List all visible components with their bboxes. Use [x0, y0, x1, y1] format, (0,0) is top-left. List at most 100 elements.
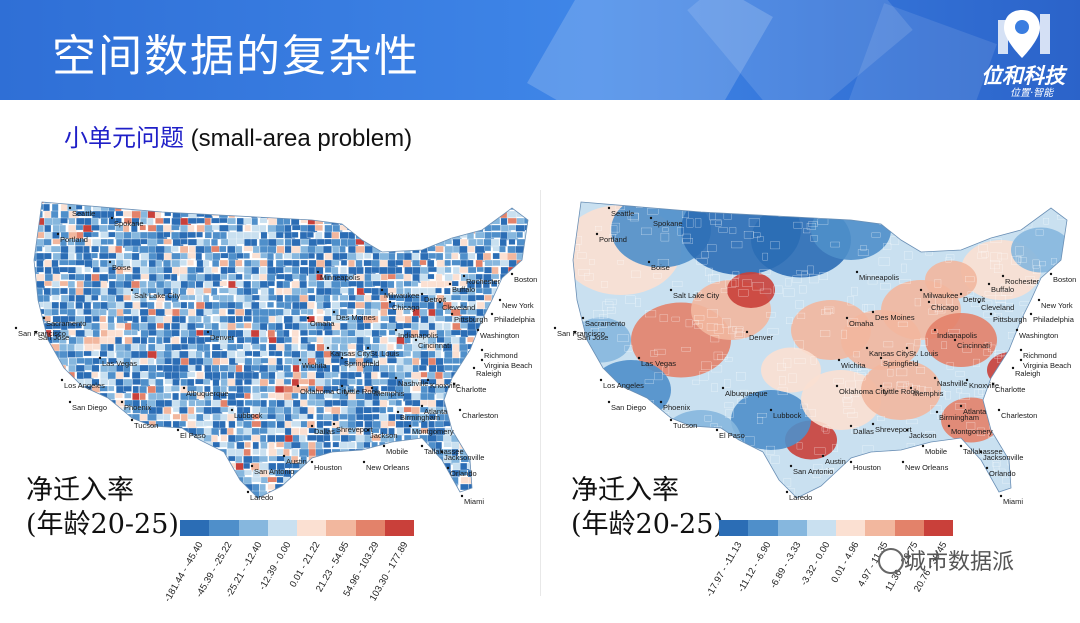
city-label: Albuquerque	[725, 389, 768, 398]
city-label: Jackson	[370, 431, 398, 440]
city-label: Des Moines	[875, 313, 915, 322]
legend-swatch	[719, 520, 748, 536]
slide-header: 空间数据的复杂性 位和科技 位置·智能	[0, 0, 1080, 100]
city-label: Phoenix	[663, 403, 690, 412]
city-label: Jacksonville	[444, 453, 484, 462]
city-label: Sacramento	[46, 319, 86, 328]
city-label: San Antonio	[793, 467, 833, 476]
city-label: Indianapolis	[937, 331, 977, 340]
city-label: Cincinnati	[418, 341, 451, 350]
city-label: Rochester	[1005, 277, 1040, 286]
city-label: Salt Lake City	[134, 291, 181, 300]
city-label: San Jose	[577, 333, 608, 342]
city-label: Nashville	[937, 379, 967, 388]
city-label: Pittsburgh	[993, 315, 1027, 324]
city-label: Lubbock	[773, 411, 802, 420]
city-label: Charlotte	[995, 385, 1025, 394]
city-label: San Diego	[72, 403, 107, 412]
city-label: Atlanta	[963, 407, 987, 416]
city-label: Little Rock	[344, 387, 379, 396]
city-label: Oklahoma City	[839, 387, 888, 396]
city-label: Chicago	[392, 303, 420, 312]
city-label: Charlotte	[456, 385, 486, 394]
city-label: El Paso	[719, 431, 745, 440]
slide-subtitle: 小单元问题 (small-area problem)	[64, 118, 412, 153]
city-label: Philadelphia	[494, 315, 536, 324]
city-label: Springfield	[883, 359, 918, 368]
city-label: Raleigh	[476, 369, 501, 378]
city-label: Milwaukee	[923, 291, 958, 300]
city-label: Dallas	[853, 427, 874, 436]
city-label: Cleveland	[442, 303, 475, 312]
city-label: Oklahoma City	[300, 387, 349, 396]
legend-swatch	[895, 520, 924, 536]
legend-swatch	[326, 520, 355, 536]
city-label: Omaha	[849, 319, 874, 328]
legend-class-label: -17.97 - -11.13	[690, 540, 745, 623]
city-label: Mobile	[386, 447, 408, 456]
city-label: Rochester	[466, 277, 501, 286]
city-label: Des Moines	[336, 313, 376, 322]
city-label: Denver	[749, 333, 774, 342]
city-label: Austin	[825, 457, 846, 466]
legend-swatch	[180, 520, 209, 536]
legend-swatch	[268, 520, 297, 536]
city-label: Houston	[314, 463, 342, 472]
city-label: Jackson	[909, 431, 937, 440]
city-label: Kansas City	[869, 349, 909, 358]
city-label: Portland	[60, 235, 88, 244]
city-label: Boise	[651, 263, 670, 272]
city-label: Seattle	[611, 209, 634, 218]
county-polygons	[12, 190, 538, 510]
city-label: Wichita	[841, 361, 866, 370]
city-label: Spokane	[653, 219, 683, 228]
city-label: Little Rock	[883, 387, 918, 396]
city-label: Cleveland	[981, 303, 1014, 312]
legend-swatch	[924, 520, 953, 536]
city-label: Boston	[1053, 275, 1076, 284]
city-label: Portland	[599, 235, 627, 244]
city-label: Spokane	[114, 219, 144, 228]
logo-slogan: 位置·智能	[1010, 84, 1080, 99]
legend-color-bar-left	[180, 520, 414, 536]
city-label: San Diego	[611, 403, 646, 412]
city-label: Raleigh	[1015, 369, 1040, 378]
city-label: Buffalo	[452, 285, 475, 294]
city-label: Salt Lake City	[673, 291, 720, 300]
city-label: Washington	[480, 331, 519, 340]
legend-swatch	[836, 520, 865, 536]
city-label: Jacksonville	[983, 453, 1023, 462]
city-label: Dallas	[314, 427, 335, 436]
city-label: El Paso	[180, 431, 206, 440]
legend-swatch	[209, 520, 238, 536]
city-label: Kansas City	[330, 349, 370, 358]
legend-swatch	[865, 520, 894, 536]
city-label: New Orleans	[366, 463, 410, 472]
legend-subtitle: (年龄20-25)	[571, 508, 724, 542]
city-label: Atlanta	[424, 407, 448, 416]
city-label: Las Vegas	[641, 359, 676, 368]
city-label: Sacramento	[585, 319, 625, 328]
legend-title-left: 净迁入率 (年龄20-25)	[26, 474, 179, 542]
legend-swatch	[297, 520, 326, 536]
city-label: Miami	[464, 497, 484, 506]
city-label: Laredo	[789, 493, 812, 502]
city-label: New York	[502, 301, 534, 310]
watermark: 城市数据派	[904, 544, 1014, 576]
city-label: Las Vegas	[102, 359, 137, 368]
city-label: Minneapolis	[859, 273, 899, 282]
city-label: Virginia Beach	[1023, 361, 1071, 370]
city-label: Tucson	[673, 421, 697, 430]
city-label: Lubbock	[234, 411, 263, 420]
legend-title: 净迁入率	[26, 474, 179, 508]
legend-swatch	[356, 520, 385, 536]
city-label: Cincinnati	[957, 341, 990, 350]
city-label: Tucson	[134, 421, 158, 430]
city-label: Phoenix	[124, 403, 151, 412]
legend-subtitle: (年龄20-25)	[26, 508, 179, 542]
city-label: Mobile	[925, 447, 947, 456]
city-label: Boston	[514, 275, 537, 284]
city-label: Indianapolis	[398, 331, 438, 340]
